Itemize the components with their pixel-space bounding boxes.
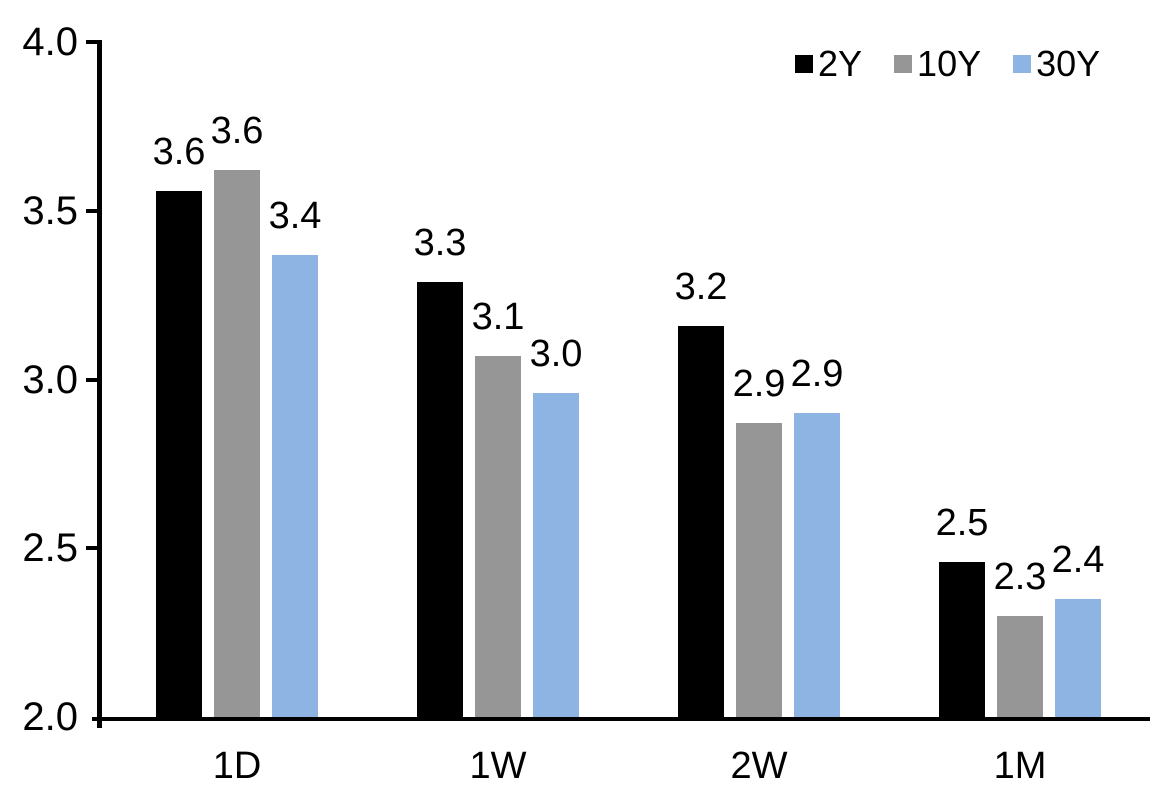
bar-value-label: 3.4 [268, 194, 322, 237]
legend-item-10y: 10Y [894, 46, 981, 82]
bar-2y-1m [939, 561, 985, 717]
bar-30y-1m [1055, 598, 1101, 717]
legend-swatch-icon [795, 55, 813, 73]
legend-item-2y: 2Y [795, 46, 862, 82]
legend-label: 2Y [818, 43, 863, 84]
bar-2y-1w [417, 281, 463, 717]
y-tick-label: 2.0 [22, 695, 78, 739]
bar-value-label: 3.6 [152, 130, 206, 173]
y-tick-label: 2.5 [22, 526, 78, 571]
x-category-label: 1W [469, 745, 527, 787]
bar-value-label: 2.9 [790, 353, 844, 396]
y-axis-tick [86, 546, 98, 551]
bar-10y-1d [214, 170, 260, 717]
bar-2y-1d [156, 190, 202, 717]
x-category-label: 2W [730, 745, 788, 787]
legend-item-30y: 30Y [1013, 46, 1100, 82]
bar-value-label: 2.3 [993, 555, 1047, 598]
y-axis-tick [86, 208, 98, 213]
bar-2y-2w [678, 325, 724, 717]
legend-label: 30Y [1036, 43, 1101, 84]
bar-10y-1w [475, 355, 521, 717]
bar-value-label: 3.2 [674, 265, 728, 308]
legend-swatch-icon [894, 55, 913, 73]
y-axis-line [97, 40, 102, 728]
x-category-label: 1D [212, 745, 262, 787]
x-category-label: 1M [993, 745, 1047, 787]
bar-30y-1w [533, 393, 579, 717]
legend-swatch-icon [1013, 55, 1032, 73]
y-tick-label: 3.0 [22, 357, 78, 402]
y-axis-tick [86, 40, 98, 44]
bar-value-label: 3.1 [471, 295, 525, 338]
bar-10y-2w [736, 423, 782, 717]
legend-label: 10Y [917, 43, 982, 84]
bar-value-label: 2.4 [1051, 538, 1105, 581]
bar-10y-1m [997, 615, 1043, 717]
y-tick-label: 3.5 [22, 188, 78, 233]
bar-value-label: 3.6 [210, 110, 264, 153]
y-tick-label: 4.0 [22, 20, 78, 64]
bar-value-label: 3.0 [529, 333, 583, 375]
bar-value-label: 3.3 [413, 221, 467, 264]
bar-value-label: 2.5 [935, 501, 989, 544]
chart-legend: 2Y 10Y 30Y [795, 46, 1100, 82]
y-axis-tick [86, 377, 98, 382]
bar-30y-2w [794, 413, 840, 717]
bar-30y-1d [272, 254, 318, 717]
bar-value-label: 2.9 [732, 363, 786, 406]
x-axis-line [92, 717, 1150, 721]
